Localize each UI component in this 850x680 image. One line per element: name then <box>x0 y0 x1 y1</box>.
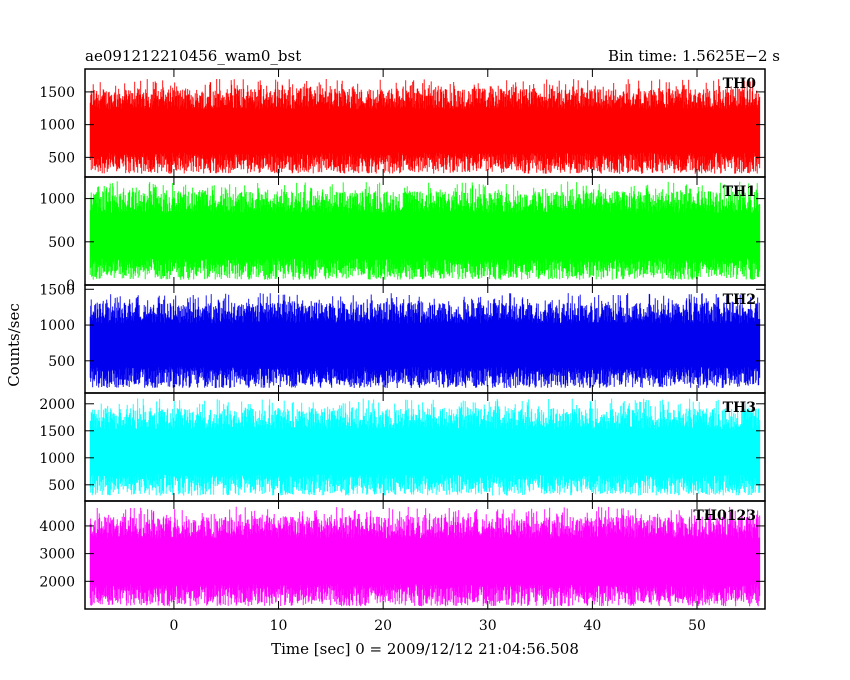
chart-subtitle: Bin time: 1.5625E−2 s <box>608 47 780 65</box>
y-tick-label: 500 <box>48 235 75 251</box>
y-tick-label: 2000 <box>39 574 75 590</box>
x-axis-label: Time [sec] 0 = 2009/12/12 21:04:56.508 <box>271 640 579 658</box>
panel-frame <box>84 500 766 610</box>
x-tick-label: 50 <box>688 618 706 634</box>
panel-th2: 500 1000 1500 TH2 <box>39 282 766 394</box>
x-tick-label: 20 <box>374 618 392 634</box>
y-tick-label: 1500 <box>39 282 75 298</box>
y-axis-label: Counts/sec <box>5 303 23 387</box>
x-tick-label: 10 <box>270 618 288 634</box>
x-tick-label: 40 <box>583 618 601 634</box>
panel-label-th1: TH1 <box>723 184 756 200</box>
x-tick-label: 0 <box>169 618 178 634</box>
y-tick-label: 500 <box>48 478 75 494</box>
y-tick-label: 2000 <box>39 397 75 413</box>
series-th0 <box>89 79 761 174</box>
y-tick-label: 1000 <box>39 318 75 334</box>
y-tick-label: 1000 <box>39 192 75 208</box>
y-tick-label: 1000 <box>39 451 75 467</box>
panel-th1: 0 500 1000 TH1 <box>39 176 766 294</box>
panel-th0123: 2000 3000 4000 TH0123 <box>39 500 766 610</box>
y-tick-label: 1500 <box>39 85 75 101</box>
y-tick-label: 1500 <box>39 424 75 440</box>
chart-title: ae091212210456_wam0_bst <box>85 47 301 65</box>
series-th1 <box>89 181 761 280</box>
panel-label-th0: TH0 <box>723 76 757 92</box>
panel-th3: 500 1000 1500 2000 TH3 <box>39 392 766 502</box>
y-tick-label: 4000 <box>39 519 75 535</box>
panel-label-th3: TH3 <box>723 400 756 416</box>
series-th3 <box>89 398 761 496</box>
y-tick-label: 500 <box>48 354 75 370</box>
panel-label-th0123: TH0123 <box>693 508 756 524</box>
panel-th0: 500 1000 1500 TH0 <box>39 68 766 178</box>
series-th0123 <box>89 506 761 607</box>
y-tick-label: 1000 <box>39 118 75 134</box>
y-tick-label: 0 <box>66 278 75 294</box>
panel-label-th2: TH2 <box>723 292 756 308</box>
y-tick-label: 3000 <box>39 547 75 563</box>
y-tick-label: 500 <box>48 150 75 166</box>
x-tick-label: 30 <box>479 618 497 634</box>
series-th2 <box>89 293 761 388</box>
